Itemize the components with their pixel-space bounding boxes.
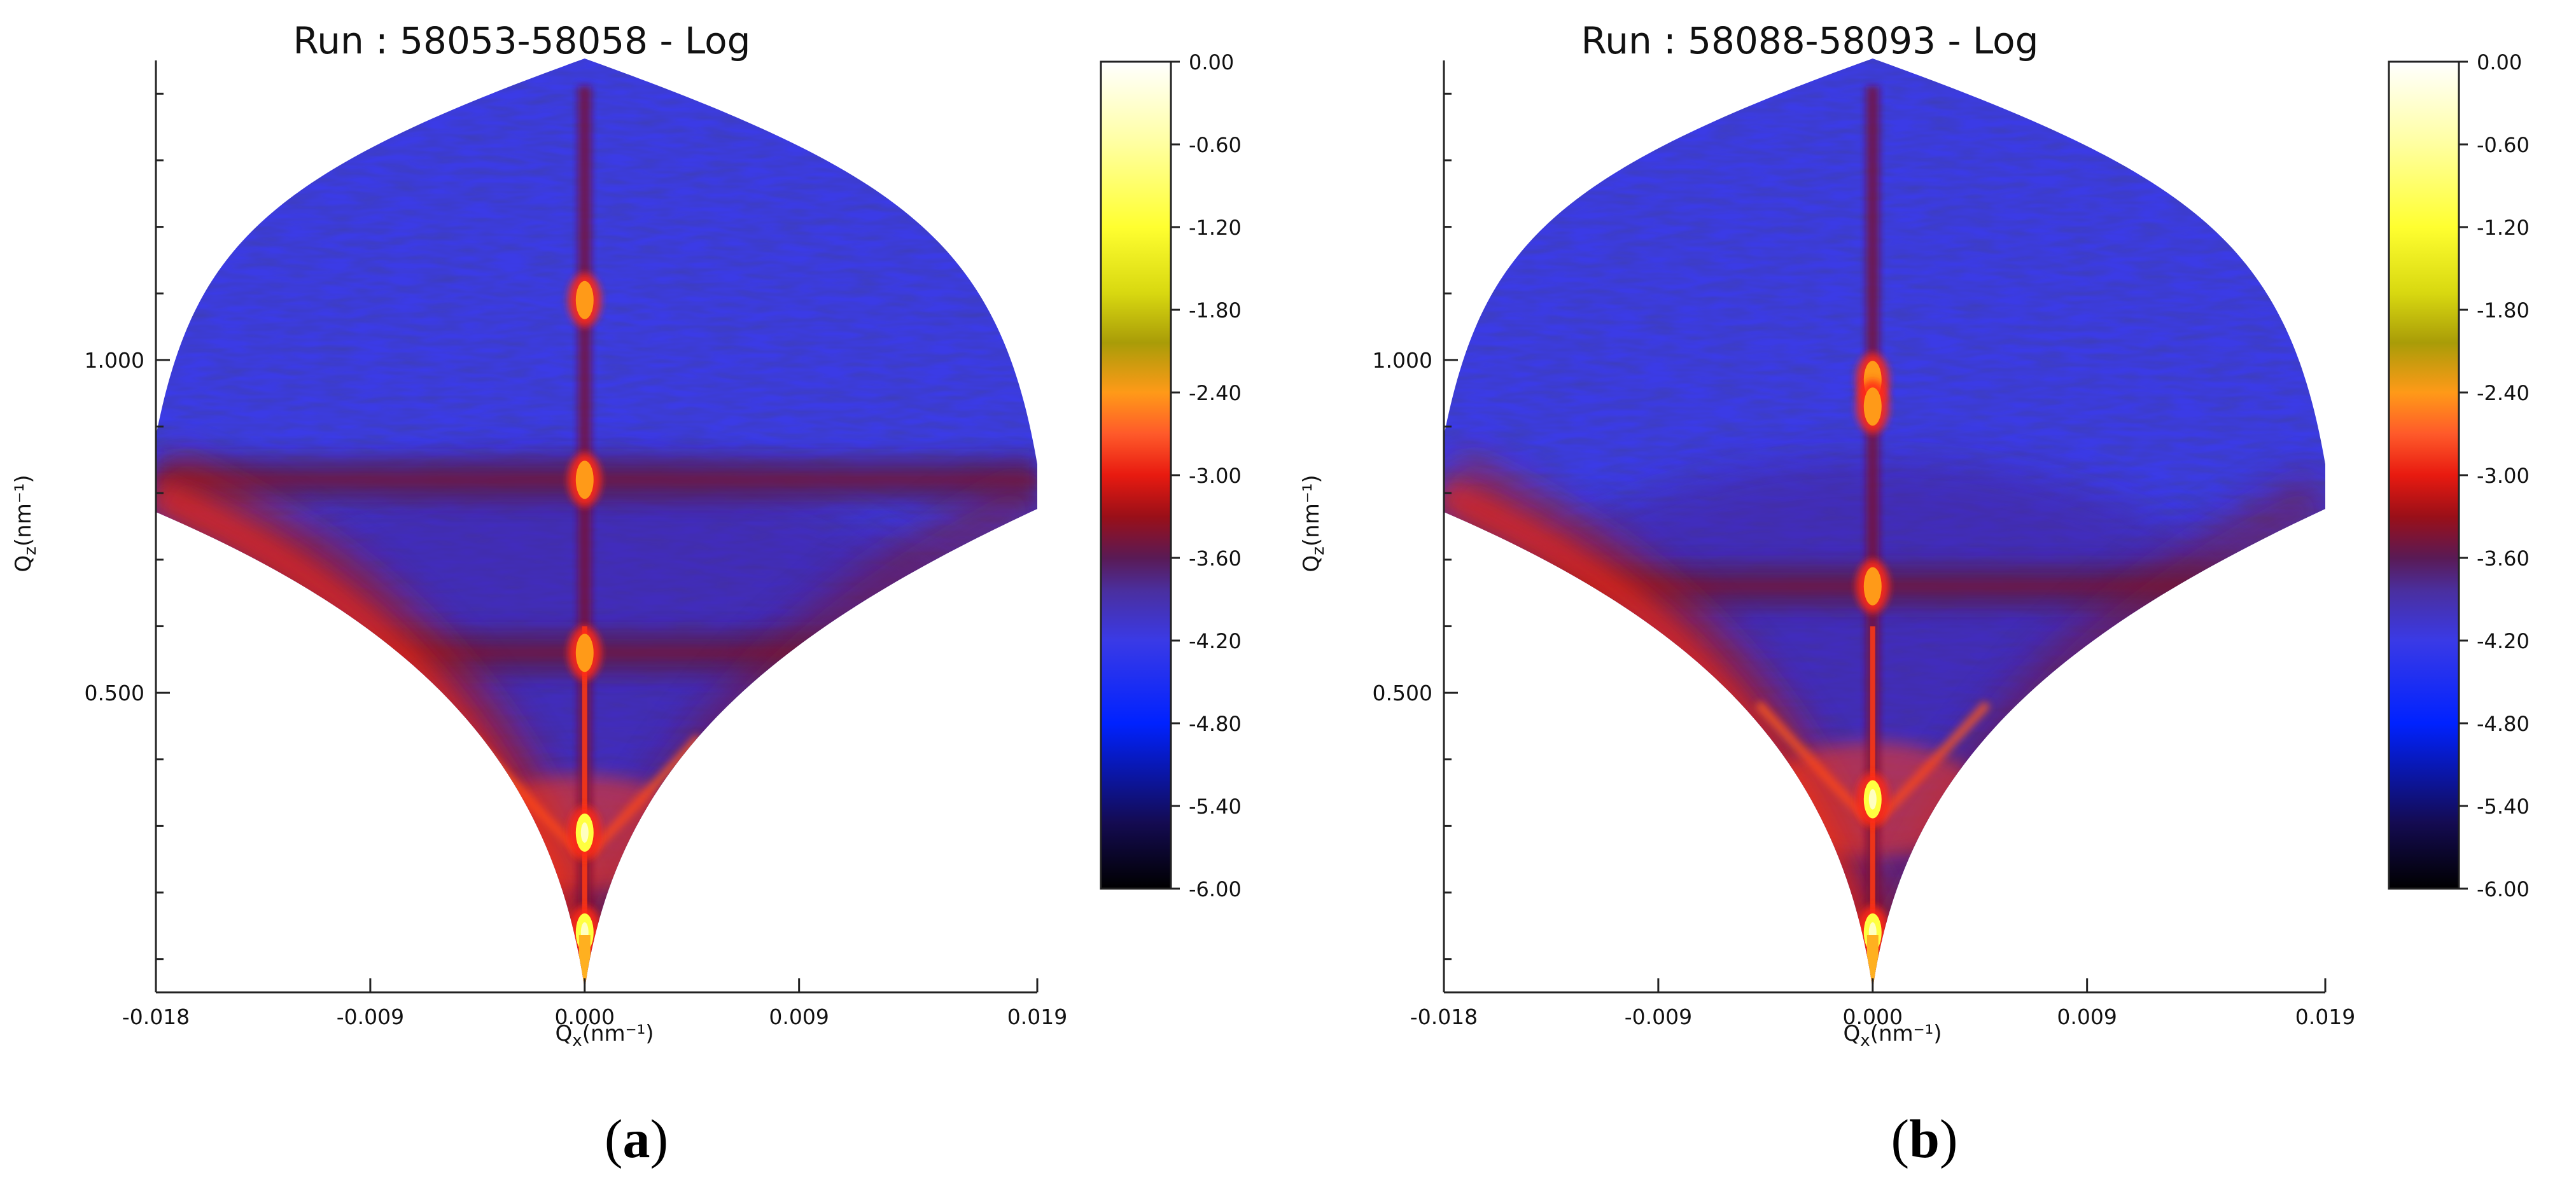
colorbar-tick-label: -4.80	[1189, 712, 1242, 736]
specular-rod	[1866, 86, 1879, 989]
y-tick-label: 1.000	[1373, 348, 1432, 373]
x-tick-label: 0.019	[2295, 1004, 2355, 1029]
x-tick-label: 0.000	[555, 1004, 615, 1029]
colorbar-tick-label: -3.60	[1189, 546, 1242, 571]
x-tick-label: -0.009	[337, 1004, 404, 1029]
colorbar-tick-label: -0.60	[2477, 133, 2530, 157]
bragg-peak	[1863, 387, 1882, 426]
colorbar-tick-label: -1.80	[2477, 298, 2530, 323]
x-tick-label: 0.009	[2057, 1004, 2117, 1029]
x-tick-label: 0.019	[1007, 1004, 1067, 1029]
colorbar-tick-label: -2.40	[1189, 381, 1242, 405]
colorbar-tick-label: -3.00	[1189, 464, 1242, 488]
colorbar-tick-label: 0.00	[1189, 50, 1234, 74]
bragg-peak	[575, 634, 594, 672]
colorbar-tick-label: -5.40	[1189, 795, 1242, 819]
colorbar	[1100, 60, 1172, 890]
bragg-peak	[1863, 567, 1882, 606]
colorbar-tick-label: -1.20	[1189, 216, 1242, 240]
colorbar-tick-label: -3.60	[2477, 546, 2530, 571]
colorbar-tick-label: -0.60	[1189, 133, 1242, 157]
colorbar-tick-label: -4.20	[1189, 629, 1242, 653]
colorbar-tick-label: -4.20	[2477, 629, 2530, 653]
heatmap-chart-a: -0.018 -0.009 0.000 0.009 0.019 1.000 0.500 0.0…	[85, 50, 1242, 1029]
colorbar	[2388, 60, 2460, 890]
colorbar-tick-label: -1.80	[1189, 298, 1242, 323]
panel-b: -0.018 -0.009 0.000 0.009 0.019 1.000 0.500 0.0…	[1288, 0, 2576, 1187]
x-tick-label: -0.009	[1625, 1004, 1692, 1029]
heatmap-chart-b: -0.018 -0.009 0.000 0.009 0.019 1.000 0.500 0.0…	[1373, 50, 2530, 1029]
y-tick-label: 0.500	[85, 681, 144, 705]
colorbar-tick-label: -4.80	[2477, 712, 2530, 736]
x-tick-label: -0.018	[1410, 1004, 1478, 1029]
colorbar-tick-label: 0.00	[2477, 50, 2522, 74]
axes: -0.018 -0.009 0.000 0.009 0.019 1.000 0.500 0.0…	[85, 50, 1242, 1029]
axes: -0.018 -0.009 0.000 0.009 0.019 1.000 0.500 0.0…	[1373, 50, 2530, 1029]
panel-a: -0.018 -0.009 0.000 0.009 0.019 1.000 0.500 0.0…	[11, 19, 1242, 1169]
colorbar-tick-label: -1.20	[2477, 216, 2530, 240]
x-tick-label: -0.018	[122, 1004, 190, 1029]
colorbar-tick-label: -3.00	[2477, 464, 2530, 488]
colorbar-tick-label: -6.00	[2477, 877, 2530, 901]
colorbar-tick-label: -2.40	[2477, 381, 2530, 405]
bragg-peak-center	[580, 822, 589, 843]
colorbar-tick-label: -6.00	[1189, 877, 1242, 901]
x-tick-label: 0.000	[1843, 1004, 1903, 1029]
bragg-peak	[575, 281, 594, 319]
x-tick-label: 0.009	[769, 1004, 829, 1029]
bragg-peak	[575, 461, 594, 499]
y-tick-label: 0.500	[1373, 681, 1432, 705]
intensity-map	[156, 59, 1037, 989]
y-tick-label: 1.000	[85, 348, 144, 373]
colorbar-tick-label: -5.40	[2477, 795, 2530, 819]
intensity-map	[1444, 59, 2325, 989]
bragg-peak-center	[1868, 789, 1877, 810]
